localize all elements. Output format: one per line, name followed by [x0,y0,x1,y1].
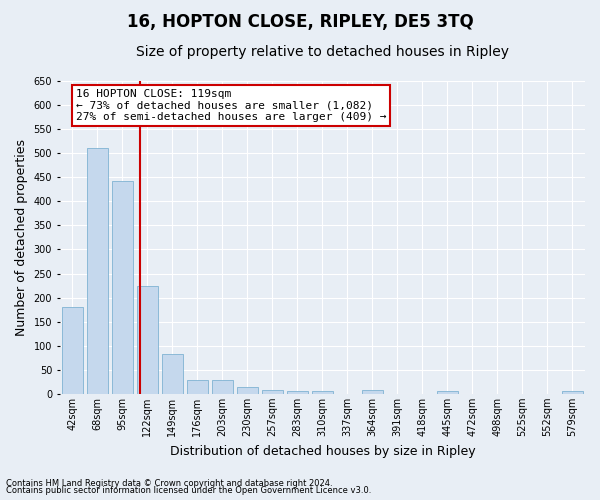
Bar [112,180,133,394]
Bar [287,392,308,394]
Bar [262,390,283,394]
Text: 16 HOPTON CLOSE: 119sqm
← 73% of detached houses are smaller (1,082)
27% of semi: 16 HOPTON CLOSE: 119sqm ← 73% of detache… [76,89,386,122]
X-axis label: Distribution of detached houses by size in Ripley: Distribution of detached houses by size … [170,444,475,458]
Bar [437,392,458,394]
Text: Contains public sector information licensed under the Open Government Licence v3: Contains public sector information licen… [6,486,371,495]
Text: Contains HM Land Registry data © Crown copyright and database right 2024.: Contains HM Land Registry data © Crown c… [6,478,332,488]
Bar [562,392,583,394]
Bar [137,286,158,394]
Text: 16, HOPTON CLOSE, RIPLEY, DE5 3TQ: 16, HOPTON CLOSE, RIPLEY, DE5 3TQ [127,12,473,30]
Bar [237,386,258,394]
Bar [62,307,83,394]
Bar [162,354,183,394]
Title: Size of property relative to detached houses in Ripley: Size of property relative to detached ho… [136,45,509,59]
Bar [312,392,333,394]
Bar [187,380,208,394]
Bar [87,148,108,394]
Y-axis label: Number of detached properties: Number of detached properties [15,139,28,336]
Bar [212,380,233,394]
Bar [362,390,383,394]
